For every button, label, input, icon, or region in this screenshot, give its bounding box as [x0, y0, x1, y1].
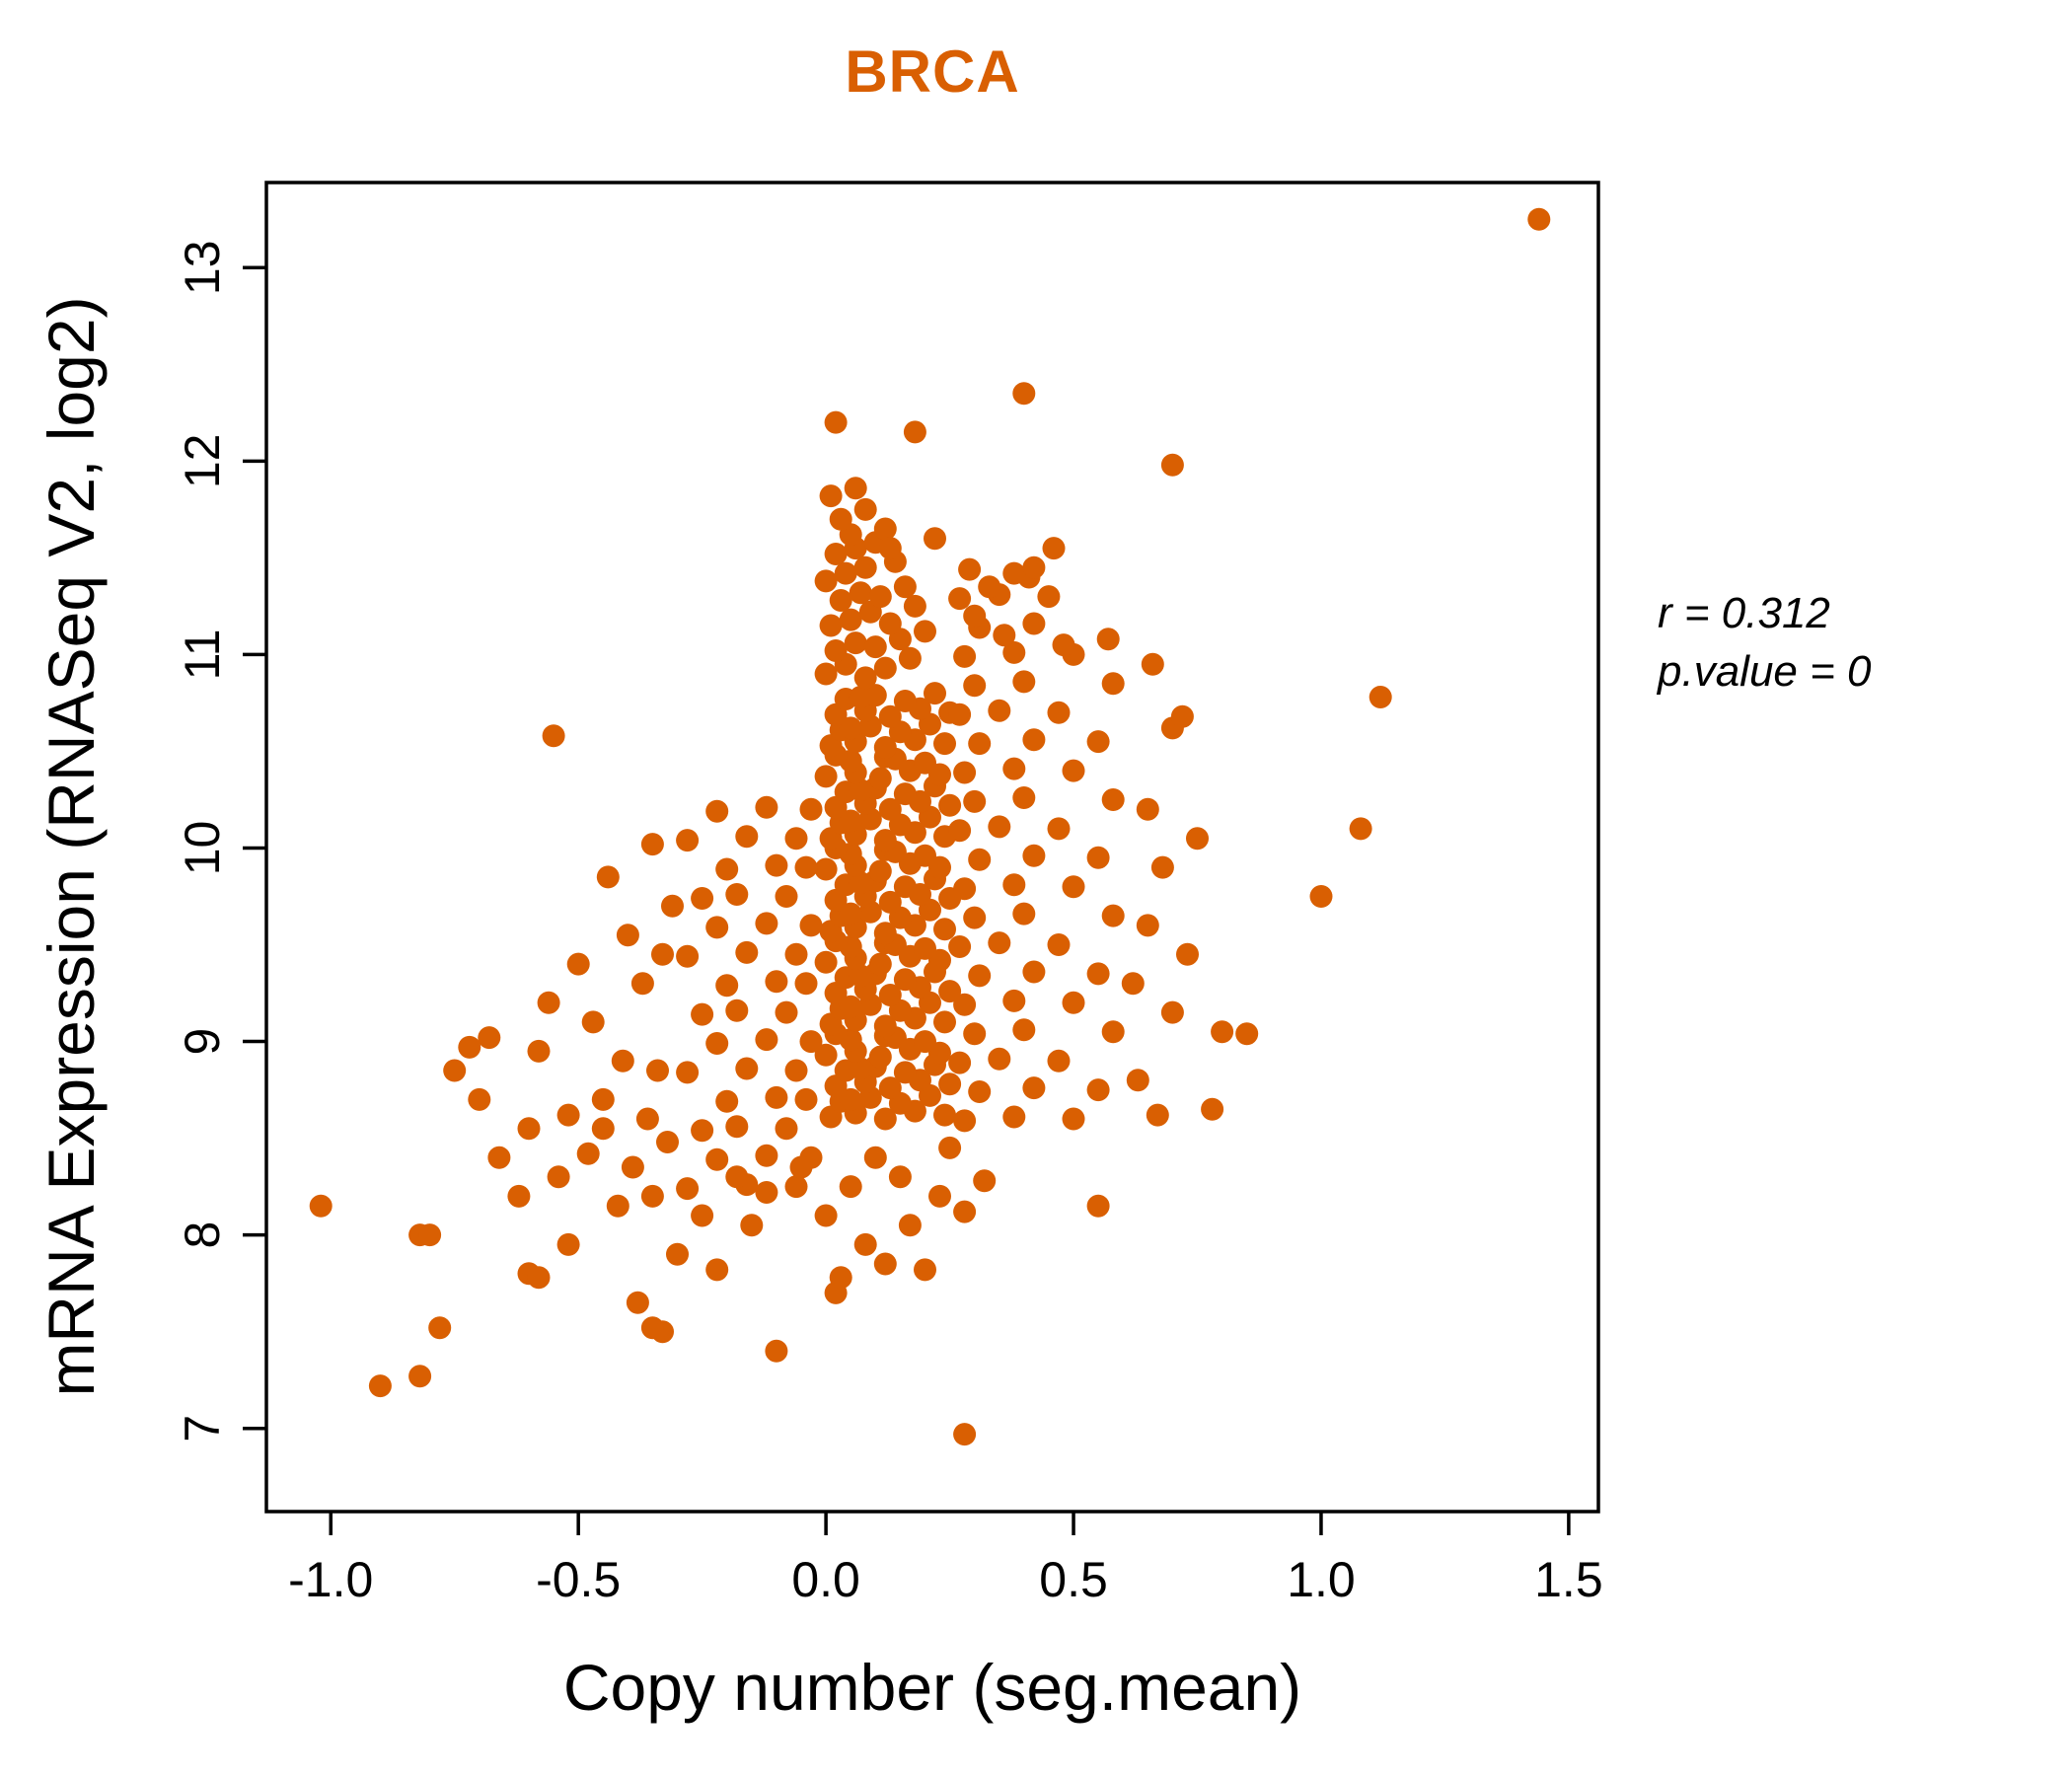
- y-tick-label: 12: [175, 434, 230, 489]
- x-axis-label: Copy number (seg.mean): [562, 1651, 1302, 1724]
- y-axis-label: mRNA Expression (RNASeq V2, log2): [35, 296, 108, 1397]
- x-tick-label: 1.5: [1534, 1552, 1603, 1607]
- x-tick-label: 0.0: [791, 1552, 860, 1607]
- x-tick-label: 1.0: [1287, 1552, 1356, 1607]
- y-tick-label: 13: [175, 240, 230, 295]
- correlation-text: r = 0.312: [1658, 589, 1830, 637]
- y-tick-label: 8: [175, 1221, 230, 1249]
- plot-border: [264, 181, 1600, 1514]
- x-tick-label: -1.0: [288, 1552, 373, 1607]
- x-tick-label: 0.5: [1039, 1552, 1108, 1607]
- y-tick-label: 7: [175, 1415, 230, 1443]
- x-tick-label: -0.5: [536, 1552, 621, 1607]
- y-tick-label: 10: [175, 821, 230, 876]
- y-axis-ticks: 7 8 9 10 11 12 13: [175, 240, 266, 1443]
- x-axis-ticks: -1.0 -0.5 0.0 0.5 1.0 1.5: [288, 1512, 1603, 1607]
- chart-title: BRCA: [845, 38, 1020, 105]
- pvalue-text: p.value = 0: [1658, 647, 1872, 697]
- stats-annotation: r = 0.312 p.value = 0: [1658, 584, 1872, 702]
- y-tick-label: 11: [175, 629, 230, 680]
- y-tick-label: 9: [175, 1028, 230, 1056]
- data-points: [309, 207, 1551, 1446]
